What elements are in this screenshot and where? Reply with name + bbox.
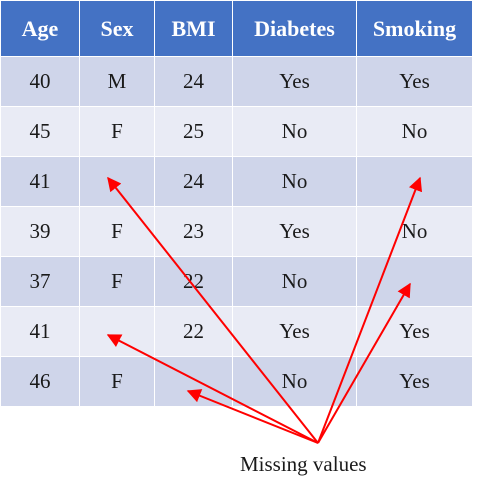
cell-diabetes: No [232, 106, 357, 157]
table-row: 45 F 25 No No [0, 106, 473, 157]
table-row: 40 M 24 Yes Yes [0, 56, 473, 107]
cell-diabetes: No [232, 156, 357, 207]
cell-bmi: 22 [154, 306, 233, 357]
cell-sex: F [79, 256, 155, 307]
cell-diabetes: Yes [232, 306, 357, 357]
header-bmi: BMI [154, 0, 233, 57]
header-smoking: Smoking [356, 0, 473, 57]
missing-values-label: Missing values [240, 452, 367, 476]
cell-sex: F [79, 106, 155, 157]
cell-sex [79, 306, 155, 357]
header-row: Age Sex BMI Diabetes Smoking [0, 0, 473, 57]
cell-age: 37 [0, 256, 80, 307]
cell-bmi: 24 [154, 156, 233, 207]
cell-diabetes: Yes [232, 206, 357, 257]
cell-diabetes: Yes [232, 56, 357, 107]
cell-smoking: No [356, 106, 473, 157]
table-row: 39 F 23 Yes No [0, 206, 473, 257]
header-sex: Sex [79, 0, 155, 57]
cell-diabetes: No [232, 356, 357, 407]
cell-sex: M [79, 56, 155, 107]
cell-smoking [356, 156, 473, 207]
cell-smoking: Yes [356, 56, 473, 107]
cell-age: 45 [0, 106, 80, 157]
cell-smoking: Yes [356, 356, 473, 407]
cell-bmi: 24 [154, 56, 233, 107]
cell-smoking [356, 256, 473, 307]
table-row: 46 F No Yes [0, 356, 473, 407]
table-row: 41 22 Yes Yes [0, 306, 473, 357]
cell-age: 41 [0, 306, 80, 357]
header-age: Age [0, 0, 80, 57]
cell-age: 41 [0, 156, 80, 207]
cell-age: 46 [0, 356, 80, 407]
table-row: 37 F 22 No [0, 256, 473, 307]
cell-smoking: No [356, 206, 473, 257]
header-diabetes: Diabetes [232, 0, 357, 57]
cell-age: 39 [0, 206, 80, 257]
cell-smoking: Yes [356, 306, 473, 357]
cell-sex: F [79, 206, 155, 257]
cell-bmi [154, 356, 233, 407]
cell-bmi: 23 [154, 206, 233, 257]
cell-sex: F [79, 356, 155, 407]
cell-bmi: 25 [154, 106, 233, 157]
cell-sex [79, 156, 155, 207]
data-table: Age Sex BMI Diabetes Smoking 40 M 24 Yes… [0, 0, 473, 407]
table-row: 41 24 No [0, 156, 473, 207]
cell-bmi: 22 [154, 256, 233, 307]
cell-age: 40 [0, 56, 80, 107]
cell-diabetes: No [232, 256, 357, 307]
